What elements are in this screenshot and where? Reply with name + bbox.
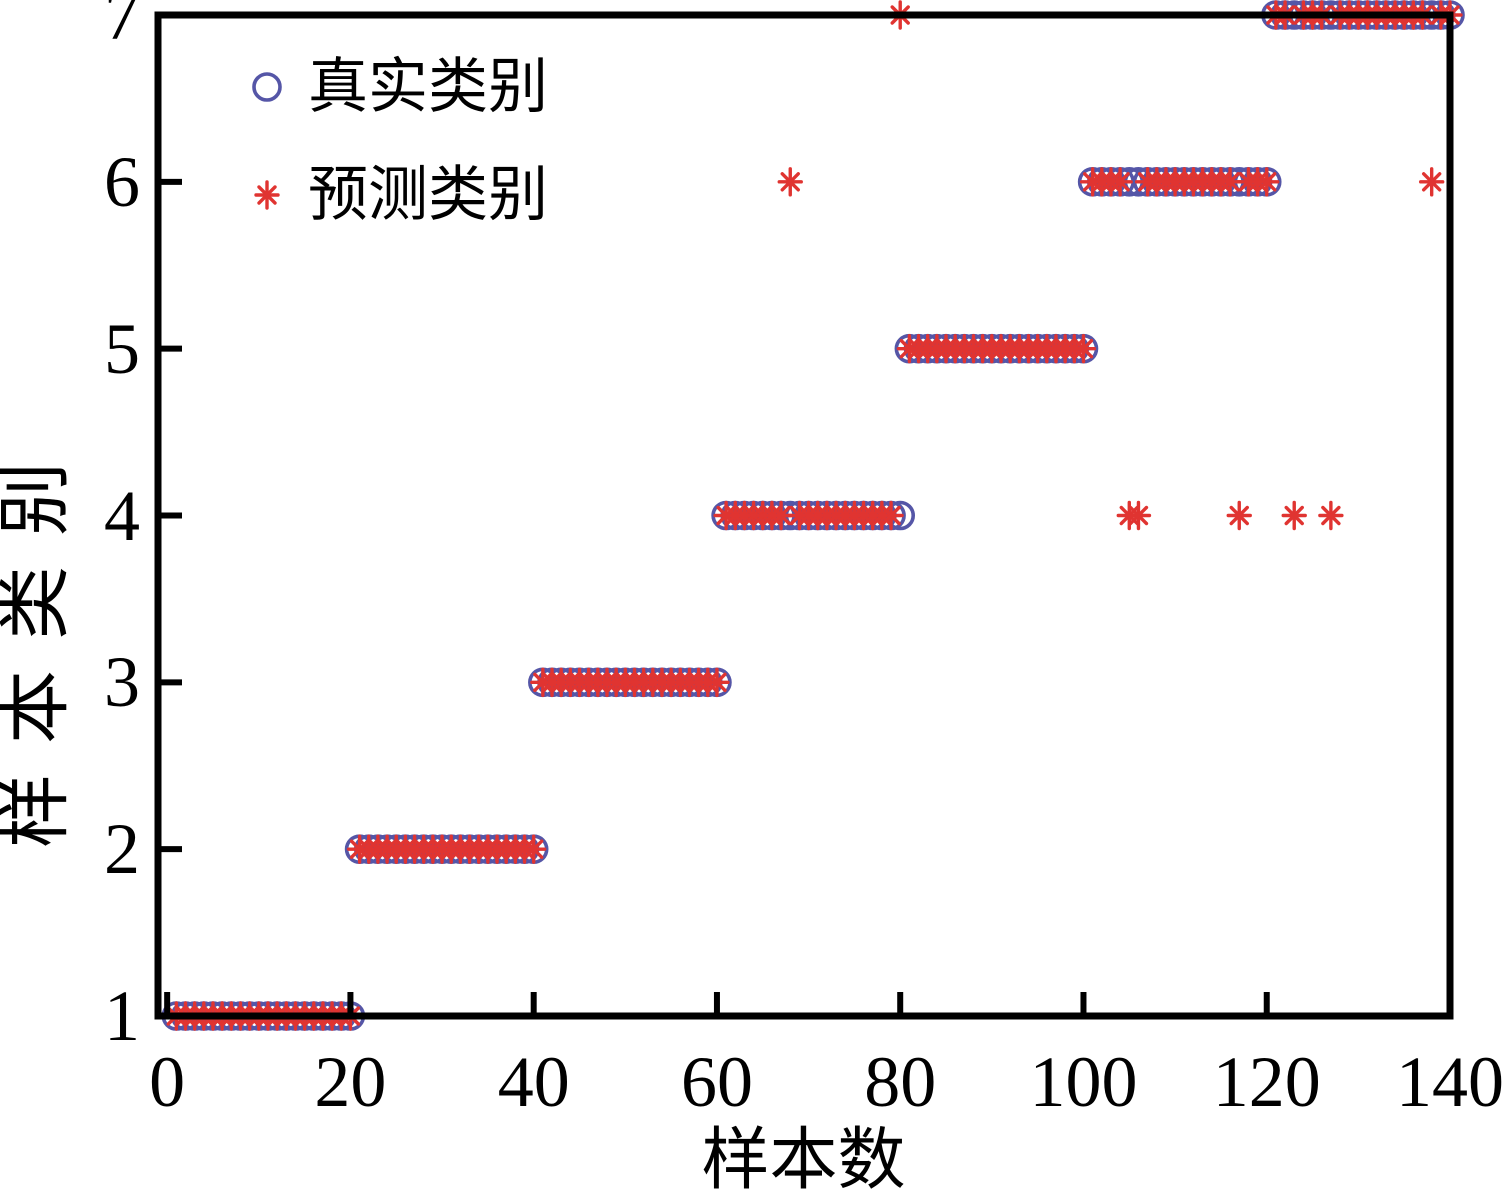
predicted-class-point: [1418, 167, 1445, 197]
y-tick-label: 7: [104, 0, 140, 55]
y-tick-label: 2: [104, 809, 140, 890]
predicted-class-point: [1107, 167, 1133, 197]
predicted-class-point: [1281, 500, 1307, 531]
legend-true-class-marker-icon: [252, 72, 282, 102]
x-tick-label: 100: [1029, 1042, 1138, 1122]
predicted-class-point: [1226, 500, 1252, 531]
x-axis-title-text: 样本数: [701, 1122, 906, 1198]
x-axis-title: 样本数: [0, 1124, 1503, 1196]
x-tick-label: 20: [314, 1042, 387, 1122]
y-tick-label: 6: [104, 141, 140, 222]
x-tick-label: 40: [497, 1042, 570, 1122]
predicted-class-point: [878, 500, 904, 531]
y-tick-label: 4: [104, 475, 140, 556]
legend-label-true-class: 真实类别: [308, 54, 548, 120]
predicted-class-point: [1125, 500, 1152, 531]
y-tick-label: 3: [104, 642, 140, 723]
predicted-class-point: [1254, 167, 1280, 197]
x-tick-label: 140: [1396, 1042, 1503, 1122]
legend-label-predicted-class: 预测类别: [308, 162, 548, 228]
x-tick-label: 0: [149, 1042, 186, 1122]
predicted-class-point: [1070, 333, 1097, 364]
x-tick-label: 60: [680, 1042, 753, 1122]
predicted-class-point: [1318, 500, 1344, 531]
predicted-class-point: [704, 667, 730, 698]
y-tick-label: 1: [104, 976, 140, 1056]
y-tick-label: 5: [104, 308, 140, 389]
predicted-class-point: [777, 167, 803, 197]
x-tick-label: 80: [864, 1042, 937, 1122]
predicted-class-point: [520, 834, 547, 864]
x-tick-label: 120: [1212, 1042, 1321, 1122]
legend-predicted-class-marker-icon: [254, 180, 280, 210]
